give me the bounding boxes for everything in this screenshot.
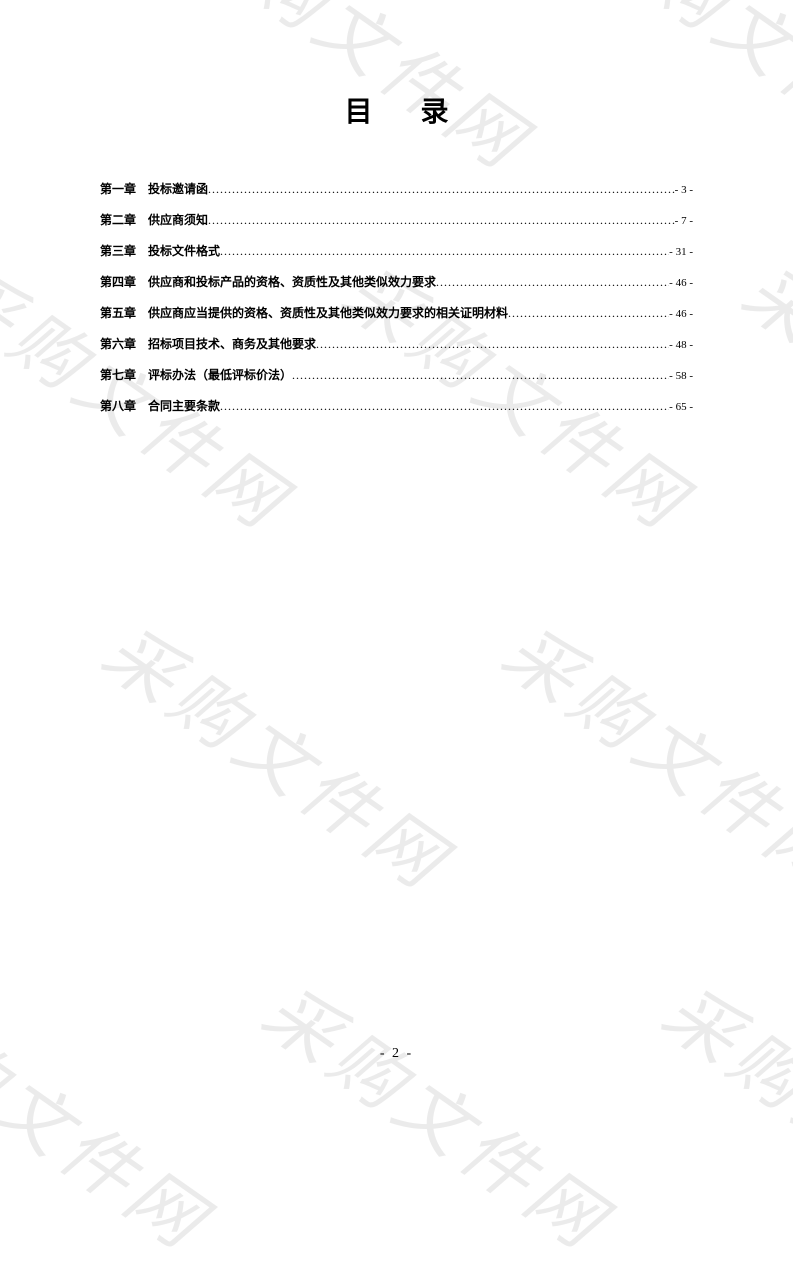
toc-entry: 第七章 评标办法（最低评标价法） .......................… [100,366,693,383]
toc-entry: 第四章 供应商和投标产品的资格、资质性及其他类似效力要求 ...........… [100,273,693,290]
watermark: 采购文件网 [486,595,793,910]
watermark: 采购文件网 [646,955,793,1270]
toc-chapter-label: 第一章 [100,180,136,197]
toc-chapter-name: 供应商应当提供的资格、资质性及其他类似效力要求的相关证明材料 [148,304,508,321]
toc-entry: 第八章 合同主要条款 .............................… [100,397,693,414]
toc-leader-dots: ........................................… [292,368,669,383]
toc-chapter-name: 招标项目技术、商务及其他要求 [148,335,316,352]
toc-chapter-label: 第二章 [100,211,136,228]
toc-leader-dots: ........................................… [508,306,669,321]
toc-leader-dots: ........................................… [208,182,675,197]
toc-leader-dots: ........................................… [220,399,669,414]
page-title: 目录 [100,90,693,130]
watermark: 采购文件网 [246,955,634,1270]
watermark: 采购文件网 [0,955,234,1270]
toc-page-number: - 46 - [669,308,693,320]
toc-page-number: - 7 - [675,215,693,227]
toc-leader-dots: ........................................… [436,275,669,290]
toc-entry: 第六章 招标项目技术、商务及其他要求 .....................… [100,335,693,352]
toc-leader-dots: ........................................… [316,337,669,352]
toc-chapter-name: 评标办法（最低评标价法） [148,366,292,383]
toc-chapter-name: 投标邀请函 [148,180,208,197]
toc-chapter-name: 合同主要条款 [148,397,220,414]
toc-page-number: - 31 - [669,246,693,258]
toc-entry: 第五章 供应商应当提供的资格、资质性及其他类似效力要求的相关证明材料 .....… [100,304,693,321]
toc-page-number: - 46 - [669,277,693,289]
toc-chapter-name: 供应商和投标产品的资格、资质性及其他类似效力要求 [148,273,436,290]
page-content: 目录 第一章 投标邀请函 ...........................… [0,0,793,414]
watermark: 采购文件网 [86,595,474,910]
toc-page-number: - 58 - [669,370,693,382]
toc-leader-dots: ........................................… [208,213,675,228]
toc-leader-dots: ........................................… [220,244,669,259]
toc-entry: 第三章 投标文件格式 .............................… [100,242,693,259]
table-of-contents: 第一章 投标邀请函 ..............................… [100,180,693,414]
toc-chapter-name: 投标文件格式 [148,242,220,259]
toc-chapter-label: 第七章 [100,366,136,383]
page-number: - 2 - [0,1046,793,1062]
toc-chapter-name: 供应商须知 [148,211,208,228]
toc-chapter-label: 第八章 [100,397,136,414]
toc-page-number: - 65 - [669,401,693,413]
toc-page-number: - 3 - [675,184,693,196]
toc-chapter-label: 第六章 [100,335,136,352]
toc-page-number: - 48 - [669,339,693,351]
toc-chapter-label: 第三章 [100,242,136,259]
toc-entry: 第一章 投标邀请函 ..............................… [100,180,693,197]
toc-chapter-label: 第五章 [100,304,136,321]
toc-chapter-label: 第四章 [100,273,136,290]
toc-entry: 第二章 供应商须知 ..............................… [100,211,693,228]
